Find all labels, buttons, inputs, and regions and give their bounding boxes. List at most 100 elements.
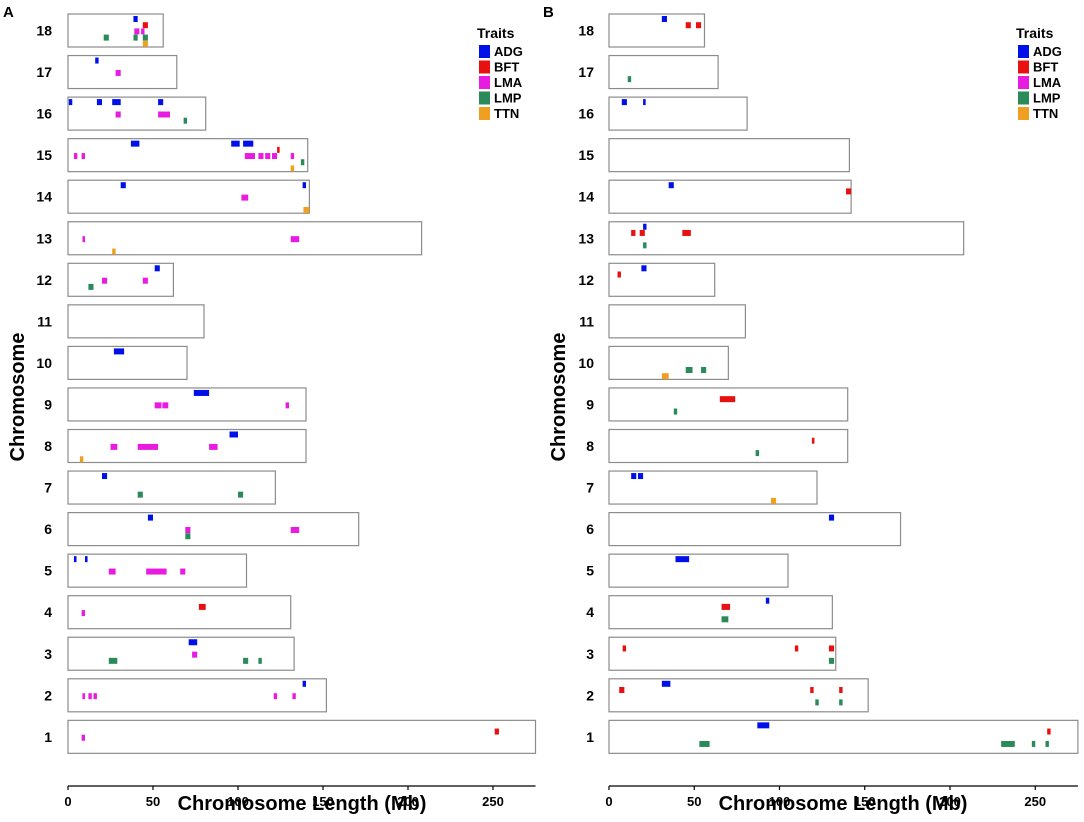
qtl-mark-adg-chr1 [757,722,770,729]
qtl-mark-lmp-chr15 [300,159,305,166]
qtl-mark-adg-chr16 [643,99,646,106]
x-tick-label: 150 [854,794,876,809]
chromosome-label: 11 [37,313,52,329]
qtl-mark-adg-chr7 [631,473,637,480]
qtl-mark-adg-chr2 [302,680,306,687]
qtl-mark-ttn-chr10 [661,373,669,380]
qtl-mark-adg-chr5 [85,556,88,563]
qtl-mark-adg-chr16 [68,99,73,106]
chromosome-label: 10 [36,355,52,371]
qtl-mark-lmp-chr3 [243,657,249,664]
qtl-mark-adg-chr12 [641,265,647,272]
qtl-mark-lmp-chr12 [88,283,94,290]
qtl-mark-adg-chr18 [661,16,667,22]
qtl-mark-bft-chr12 [617,271,621,278]
chromosome-label: 8 [44,438,52,454]
qtl-mark-bft-chr4 [721,603,731,610]
qtl-mark-lmp-chr3 [108,657,118,664]
qtl-mark-ttn-chr18 [142,40,148,47]
chromosome-label: 15 [578,147,594,163]
qtl-mark-lma-chr13 [82,236,85,243]
chromosome-label: 8 [586,438,594,454]
qtl-mark-lmp-chr16 [183,117,187,124]
chromosome-13-box [67,221,423,256]
qtl-mark-lma-chr16 [115,111,121,118]
x-tick-label: 200 [397,794,419,809]
qtl-mark-adg-chr8 [229,431,238,438]
qtl-mark-adg-chr18 [133,16,138,22]
qtl-mark-bft-chr2 [619,687,625,693]
legend-swatch-adg [1018,45,1029,58]
legend-swatch-bft [479,60,490,74]
chromosome-label: 9 [44,396,52,412]
qtl-mark-lmp-chr3 [258,657,262,664]
qtl-mark-ttn-chr15 [290,165,295,172]
legend-label-lmp: LMP [494,91,522,106]
chromosome-label: 6 [586,521,594,537]
qtl-mark-lma-chr6 [185,527,191,533]
qtl-mark-lmp-chr4 [721,616,729,623]
legend-swatch-ttn [479,107,490,120]
chromosome-label: 5 [586,563,594,579]
qtl-mark-adg-chr14 [120,182,126,189]
qtl-mark-bft-chr13 [631,229,636,236]
qtl-mark-lma-chr12 [142,277,148,284]
qtl-mark-ttn-chr13 [112,248,116,255]
chromosome-16-box [67,96,207,131]
chromosome-18-box [608,13,706,48]
qtl-mark-lma-chr2 [292,693,296,700]
qtl-mark-lma-chr8 [137,443,159,450]
qtl-mark-lma-chr9 [162,402,169,409]
qtl-mark-lmp-chr18 [103,34,109,41]
legend-label-bft: BFT [1033,60,1058,75]
qtl-mark-lmp-chr8 [755,450,760,457]
qtl-mark-lmp-chr17 [627,76,632,83]
chromosome-label: 6 [44,521,52,537]
qtl-mark-lma-chr8 [110,443,118,450]
qtl-mark-lma-chr15 [81,153,85,160]
qtl-mark-lma-chr4 [81,610,85,617]
chromosome-label: 13 [578,230,594,246]
chromosome-4-box [608,595,833,630]
chromosome-label: 17 [578,64,594,80]
chromosome-label: 4 [586,604,594,620]
chromosome-label: 18 [36,23,52,39]
qtl-mark-lma-chr14 [241,194,249,201]
qtl-mark-bft-chr14 [845,188,852,195]
qtl-mark-bft-chr9 [719,396,736,403]
chromosome-17-box [67,54,178,90]
chromosome-6-box [67,511,360,547]
qtl-mark-lmp-chr2 [815,699,819,706]
qtl-mark-lma-chr2 [273,693,278,700]
qtl-mark-adg-chr15 [231,140,240,147]
chromosome-16-box [608,96,748,131]
chromosome-label: 7 [586,480,594,496]
qtl-mark-lmp-chr6 [185,533,191,540]
x-tick-label: 0 [64,794,71,809]
chromosome-label: 14 [578,189,594,205]
chromosome-15-box [67,138,309,173]
legend-title: Traits [1016,25,1054,41]
qtl-mark-lma-chr2 [93,693,97,700]
qtl-mark-bft-chr1 [1047,728,1051,735]
chromosome-11-box [67,304,205,339]
chromosome-2-box [608,678,869,713]
qtl-mark-lma-chr2 [82,693,85,700]
legend-label-lma: LMA [1033,75,1062,90]
chromosome-label: 2 [586,687,594,703]
qtl-mark-bft-chr15 [277,146,280,153]
chromosome-label: 16 [36,106,52,122]
qtl-mark-lmp-chr7 [137,491,143,498]
legend-swatch-lma [479,76,490,89]
qtl-mark-ttn-chr14 [303,207,310,213]
legend-label-adg: ADG [1033,44,1062,59]
qtl-mark-lma-chr9 [154,402,162,409]
chromosome-4-box [67,595,292,630]
legend-label-bft: BFT [494,60,519,75]
chromosome-label: 18 [578,23,594,39]
qtl-mark-adg-chr15 [243,140,254,147]
chromosome-3-box [67,636,295,671]
chromosome-label: 12 [578,272,594,288]
chromosome-9-box [608,387,849,422]
chromosome-8-box [608,428,849,464]
